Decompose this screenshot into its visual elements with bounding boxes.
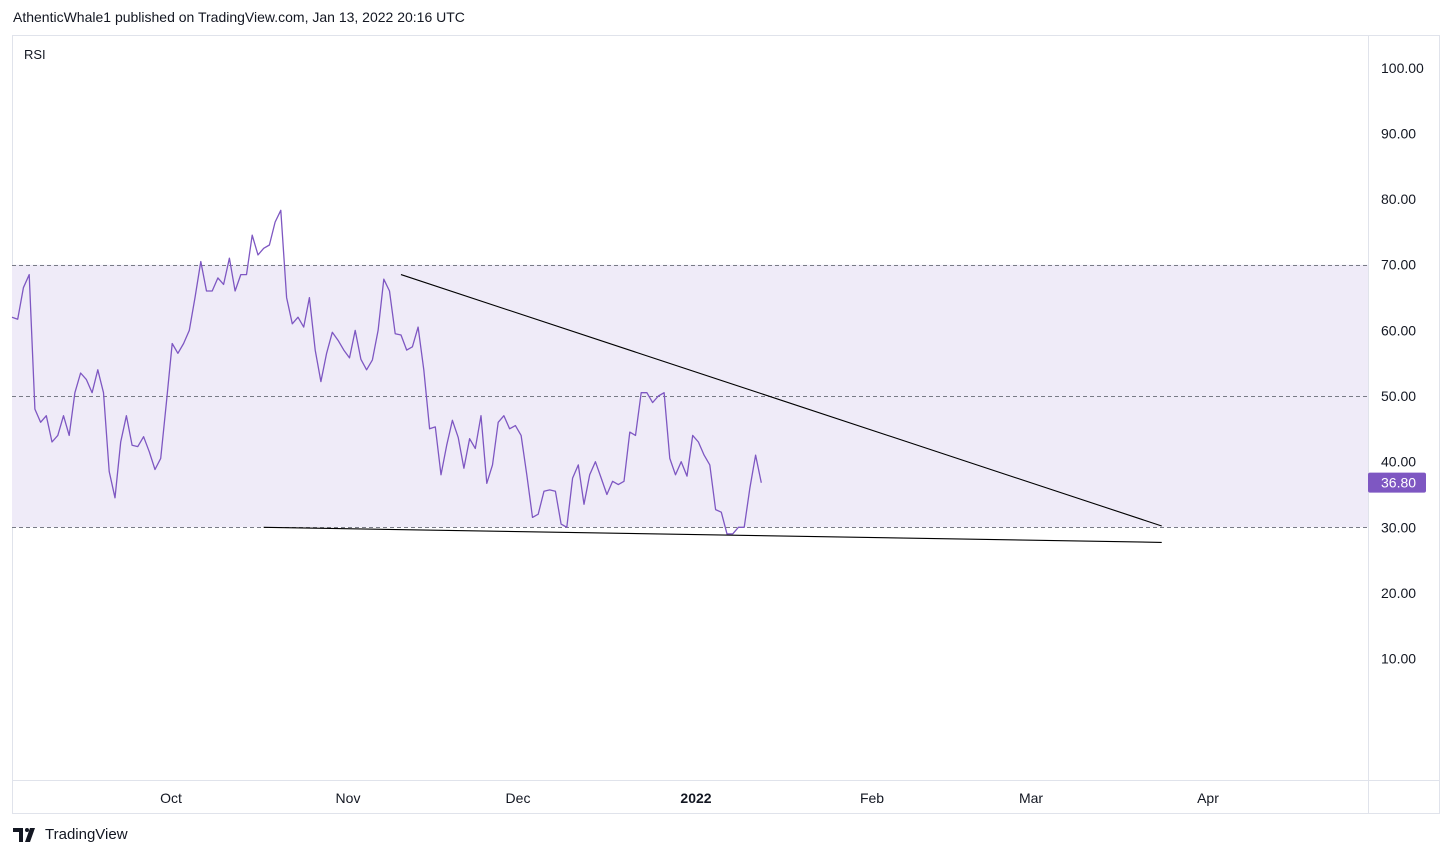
y-tick-label: 90.00 xyxy=(1381,125,1416,141)
publisher-caption: AthenticWhale1 published on TradingView.… xyxy=(13,9,465,25)
descending-resistance-trendline[interactable] xyxy=(400,274,1162,527)
y-tick-label: 10.00 xyxy=(1381,651,1416,667)
y-tick-label: 40.00 xyxy=(1381,454,1416,470)
x-tick-label: Feb xyxy=(860,790,884,806)
y-tick-label: 100.00 xyxy=(1381,60,1424,76)
x-tick-label: Apr xyxy=(1197,790,1219,806)
tradingview-logo-icon xyxy=(13,827,35,842)
y-tick-label: 20.00 xyxy=(1381,585,1416,601)
y-tick-label: 50.00 xyxy=(1381,388,1416,404)
chart-axes xyxy=(12,35,1440,814)
y-tick-label: 60.00 xyxy=(1381,322,1416,338)
y-tick-label: 80.00 xyxy=(1381,191,1416,207)
y-tick-label: 70.00 xyxy=(1381,257,1416,273)
x-tick-label: 2022 xyxy=(680,790,711,806)
tradingview-brand-label: TradingView xyxy=(45,826,128,843)
x-axis-ticks[interactable]: Oct Nov Dec 2022 Feb Mar Apr xyxy=(160,790,1219,806)
x-tick-label: Dec xyxy=(506,790,531,806)
indicator-label: RSI xyxy=(24,47,46,62)
x-tick-label: Nov xyxy=(336,790,361,806)
x-tick-label: Oct xyxy=(160,790,182,806)
rsi-line-layer xyxy=(11,209,762,535)
x-tick-label: Mar xyxy=(1019,790,1043,806)
current-value-badge: 36.80 xyxy=(1368,472,1426,493)
y-axis-ticks[interactable]: 100.00 90.00 80.00 70.00 60.00 50.00 40.00 30.0… xyxy=(1381,60,1424,667)
current-value-label: 36.80 xyxy=(1381,475,1416,491)
trendline-layer[interactable] xyxy=(263,274,1162,543)
footer-brand[interactable]: TradingView xyxy=(13,826,128,843)
support-trendline[interactable] xyxy=(263,526,1162,543)
y-tick-label: 30.00 xyxy=(1381,519,1416,535)
rsi-level-lines xyxy=(12,265,1368,528)
rsi-series-line xyxy=(11,209,762,535)
